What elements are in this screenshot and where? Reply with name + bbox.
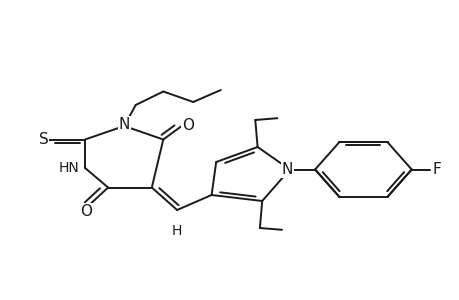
Text: N: N xyxy=(118,117,129,132)
Text: F: F xyxy=(431,162,441,177)
Text: H: H xyxy=(172,224,182,238)
Text: O: O xyxy=(181,118,193,134)
Text: O: O xyxy=(80,204,92,219)
Text: S: S xyxy=(39,132,49,147)
Text: N: N xyxy=(281,162,292,177)
Text: HN: HN xyxy=(59,161,79,175)
